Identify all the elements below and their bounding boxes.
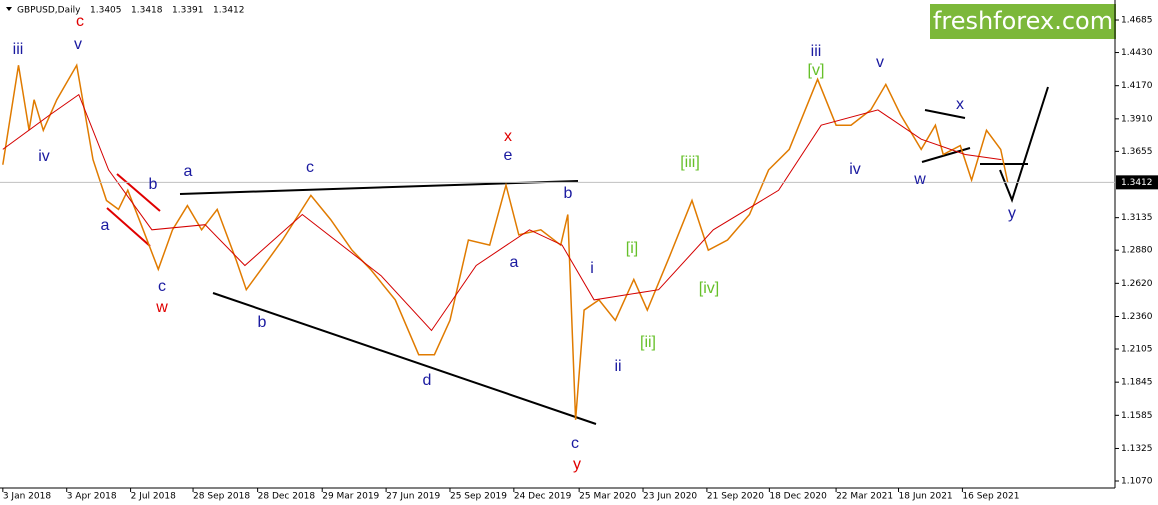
y-tick-label: 1.2360 (1121, 312, 1153, 322)
x-tick-label: 25 Mar 2020 (579, 492, 636, 502)
y-tick-label: 1.2105 (1121, 345, 1153, 355)
menu-arrow[interactable] (6, 7, 12, 11)
wave-label: y (1008, 205, 1016, 222)
wave-label: iv (38, 148, 50, 165)
wave-label: ii (614, 358, 621, 375)
ohlc-value: 1.3391 (172, 6, 204, 16)
wave-label: x (956, 96, 964, 113)
x-tick-label: 29 Mar 2019 (322, 492, 379, 502)
x-tick-label: 18 Jun 2021 (899, 492, 953, 502)
trend-line (212, 292, 597, 425)
wave-label: y (573, 456, 581, 473)
y-tick-label: 1.3910 (1121, 114, 1153, 124)
x-tick-label: 28 Dec 2018 (258, 492, 316, 502)
wave-label: c (306, 159, 314, 176)
ohlc-value: 1.3405 (90, 6, 122, 16)
y-tick-label: 1.1585 (1121, 411, 1153, 421)
price-line (2, 63, 1009, 420)
y-tick-label: 1.4685 (1121, 16, 1153, 26)
last-price-box (1116, 175, 1158, 190)
x-tick-label: 27 Jun 2019 (386, 492, 440, 502)
wave-label: [iii] (680, 154, 700, 171)
wave-label: [i] (626, 240, 638, 257)
wave-label: [v] (808, 62, 825, 79)
wave-label: c (571, 435, 579, 452)
x-tick-label: 22 Mar 2021 (836, 492, 893, 502)
logo-box (930, 4, 1116, 39)
trend-line (116, 173, 161, 212)
wave-label: b (149, 176, 158, 193)
x-tick-label: 28 Sep 2018 (193, 492, 250, 502)
ohlc-value: 1.3412 (213, 6, 245, 16)
x-tick-label: 16 Sep 2021 (962, 492, 1019, 502)
y-tick-label: 1.4170 (1121, 81, 1153, 91)
logo: freshforex.com (933, 7, 1113, 35)
wave-label: v (74, 36, 82, 53)
wave-label: v (876, 54, 884, 71)
y-tick-label: 1.4430 (1121, 48, 1153, 58)
y-tick-label: 1.1845 (1121, 378, 1153, 388)
wave-label: x (504, 128, 512, 145)
wave-label: b (258, 314, 267, 331)
wave-label: i (590, 260, 594, 277)
y-tick-label: 1.1325 (1121, 444, 1153, 454)
y-tick-label: 1.2880 (1121, 246, 1153, 256)
last-price-label: 1.3412 (1121, 178, 1153, 188)
wave-label: [iv] (699, 280, 719, 297)
wave-label: [ii] (640, 334, 656, 351)
x-tick-label: 23 Jun 2020 (643, 492, 697, 502)
wave-label: e (504, 147, 513, 164)
ohlc-value: 1.3418 (131, 6, 163, 16)
projection-line (999, 86, 1049, 203)
wave-label: d (423, 372, 432, 389)
wave-label: c (76, 13, 84, 30)
wave-label: b (564, 185, 573, 202)
trend-line (179, 180, 579, 195)
symbol: GBPUSD,Daily (17, 6, 81, 16)
y-tick-label: 1.1070 (1121, 476, 1153, 486)
trend-line (924, 109, 966, 119)
wave-label: a (184, 163, 193, 180)
y-tick-label: 1.2620 (1121, 279, 1153, 289)
x-tick-label: 24 Dec 2019 (514, 492, 572, 502)
wave-label: w (913, 171, 926, 188)
trend-line (106, 207, 151, 247)
wave-label: a (101, 217, 110, 234)
x-tick-label: 3 Apr 2018 (67, 492, 117, 502)
x-tick-label: 18 Dec 2020 (769, 492, 827, 502)
wave-label: a (510, 254, 519, 271)
wave-label: w (155, 299, 168, 316)
y-tick-label: 1.3135 (1121, 213, 1153, 223)
wave-label: iii (13, 41, 24, 58)
wave-label: c (158, 278, 166, 295)
y-tick-label: 1.3655 (1121, 147, 1153, 157)
x-tick-label: 21 Sep 2020 (707, 492, 764, 502)
price-line (2, 93, 1002, 332)
x-tick-label: 3 Jan 2018 (3, 492, 51, 502)
x-tick-label: 25 Sep 2019 (450, 492, 507, 502)
wave-label: iii (811, 43, 822, 60)
x-tick-label: 2 Jul 2018 (131, 492, 176, 502)
trend-lines (106, 86, 1049, 425)
wave-label: iv (849, 161, 861, 178)
